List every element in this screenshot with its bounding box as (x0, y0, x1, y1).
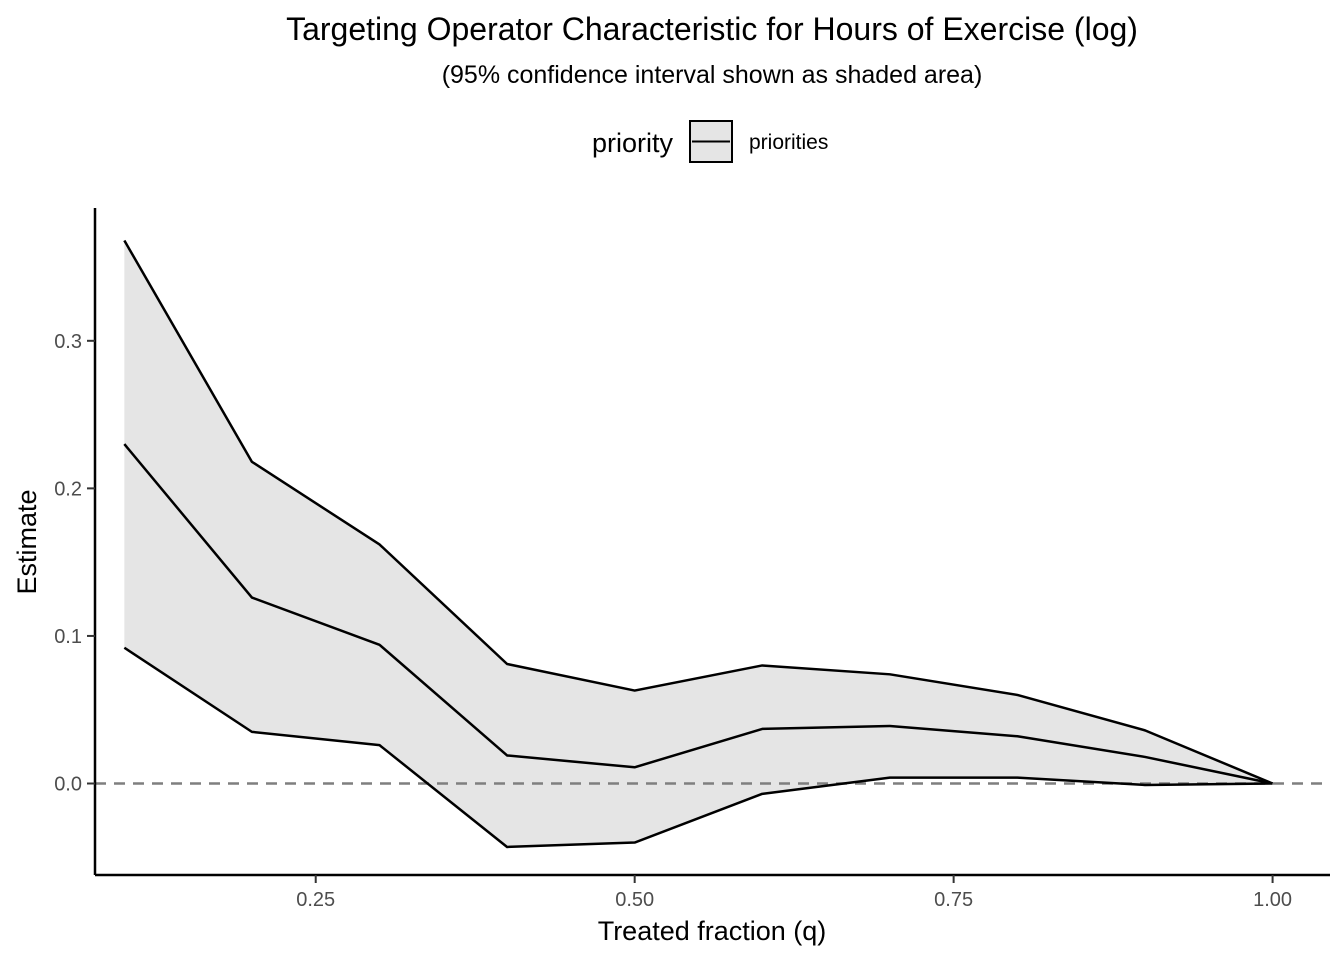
upper-ci-line (123, 239, 1274, 785)
x-tick-label: 0.50 (615, 889, 654, 911)
legend-label-priorities: priorities (749, 131, 828, 154)
y-tick-label: 0.0 (54, 774, 82, 796)
estimate-line (123, 443, 1273, 785)
chart-subtitle: (95% confidence interval shown as shaded… (442, 61, 983, 89)
y-tick-label: 0.1 (54, 626, 82, 648)
x-tick-label: 0.25 (296, 889, 335, 911)
legend-title: priority (592, 128, 674, 158)
y-tick-label: 0.3 (54, 331, 82, 353)
x-tick-label: 1.00 (1253, 889, 1292, 911)
confidence-ribbon (124, 240, 1273, 847)
chart-title: Targeting Operator Characteristic for Ho… (286, 11, 1138, 47)
y-tick-label: 0.2 (54, 478, 82, 500)
plot-area: 0.25 0.50 0.75 1.00 0.0 0.1 0.2 0.3 (54, 208, 1330, 911)
x-tick-label: 0.75 (934, 889, 973, 911)
y-axis-title: Estimate (12, 489, 42, 594)
legend: priority priorities (592, 120, 828, 163)
x-axis-title: Treated fraction (q) (598, 916, 827, 946)
lower-ci-line (123, 646, 1273, 849)
